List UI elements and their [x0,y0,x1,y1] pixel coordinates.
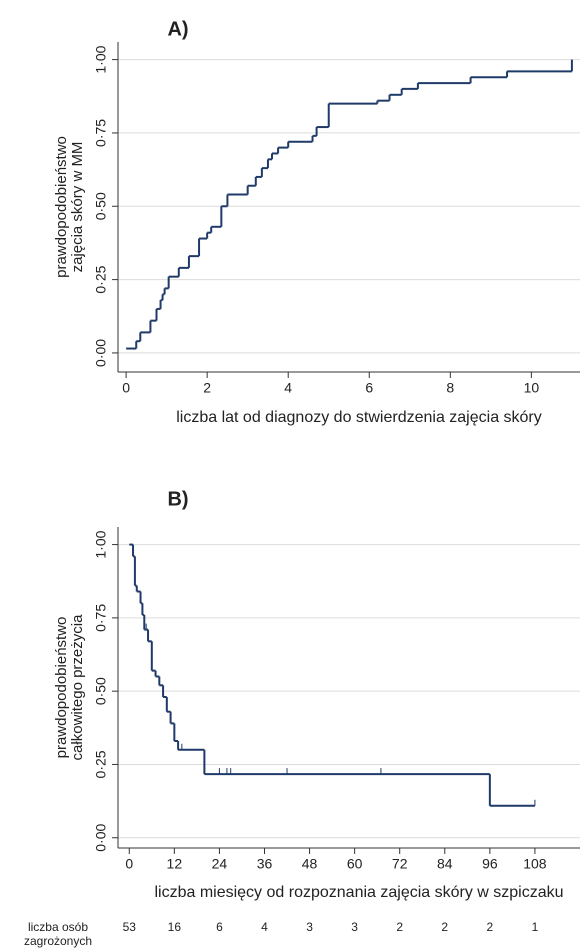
x-tick-label: 0 [122,380,130,396]
x-tick-label: 48 [302,856,318,872]
y-tick-label: 1·00 [93,530,109,558]
y-tick-label: 0·25 [93,265,109,293]
x-tick-label: 72 [392,856,408,872]
x-tick-label: 24 [212,856,228,872]
at-risk-count: 2 [396,920,403,934]
at-risk-count: 16 [168,920,182,934]
y-axis-label: prawdopodobieństwo [53,617,70,759]
y-axis-label: całkowitego przeżycia [69,614,86,761]
y-tick-label: 0·50 [93,677,109,705]
x-tick-label: 12 [167,856,183,872]
x-tick-label: 4 [284,380,292,396]
at-risk-count: 2 [487,920,494,934]
y-tick-label: 0·75 [93,604,109,632]
at-risk-count: 4 [261,920,268,934]
x-tick-label: 108 [523,856,547,872]
y-axis-label: zajęcia skóry w MM [69,142,86,273]
x-tick-label: 6 [365,380,373,396]
chart-title: B) [167,488,188,510]
x-tick-label: 60 [347,856,363,872]
at-risk-count: 3 [306,920,313,934]
at-risk-label: liczba osób [28,920,88,934]
at-risk-label: zagrożonych [24,934,92,948]
x-axis-label: liczba lat od diagnozy do stwierdzenia z… [176,409,542,426]
at-risk-count: 1 [532,920,539,934]
x-tick-label: 36 [257,856,273,872]
x-tick-label: 8 [446,380,454,396]
y-tick-label: 0·25 [93,750,109,778]
x-tick-label: 84 [437,856,453,872]
at-risk-count: 6 [216,920,223,934]
y-tick-label: 0·75 [93,119,109,147]
x-tick-label: 96 [482,856,498,872]
y-tick-label: 0·00 [93,824,109,852]
at-risk-count: 53 [123,920,137,934]
y-tick-label: 0·50 [93,192,109,220]
x-tick-label: 10 [524,380,540,396]
y-tick-label: 0·00 [93,339,109,367]
x-axis-label: liczba miesięcy od rozpoznania zajęcia s… [154,884,563,901]
x-tick-label: 2 [203,380,211,396]
x-tick-label: 0 [125,856,133,872]
at-risk-count: 3 [351,920,358,934]
y-tick-label: 1·00 [93,45,109,73]
y-axis-label: prawdopodobieństwo [53,136,70,278]
chart-title: A) [167,18,188,40]
at-risk-count: 2 [441,920,448,934]
